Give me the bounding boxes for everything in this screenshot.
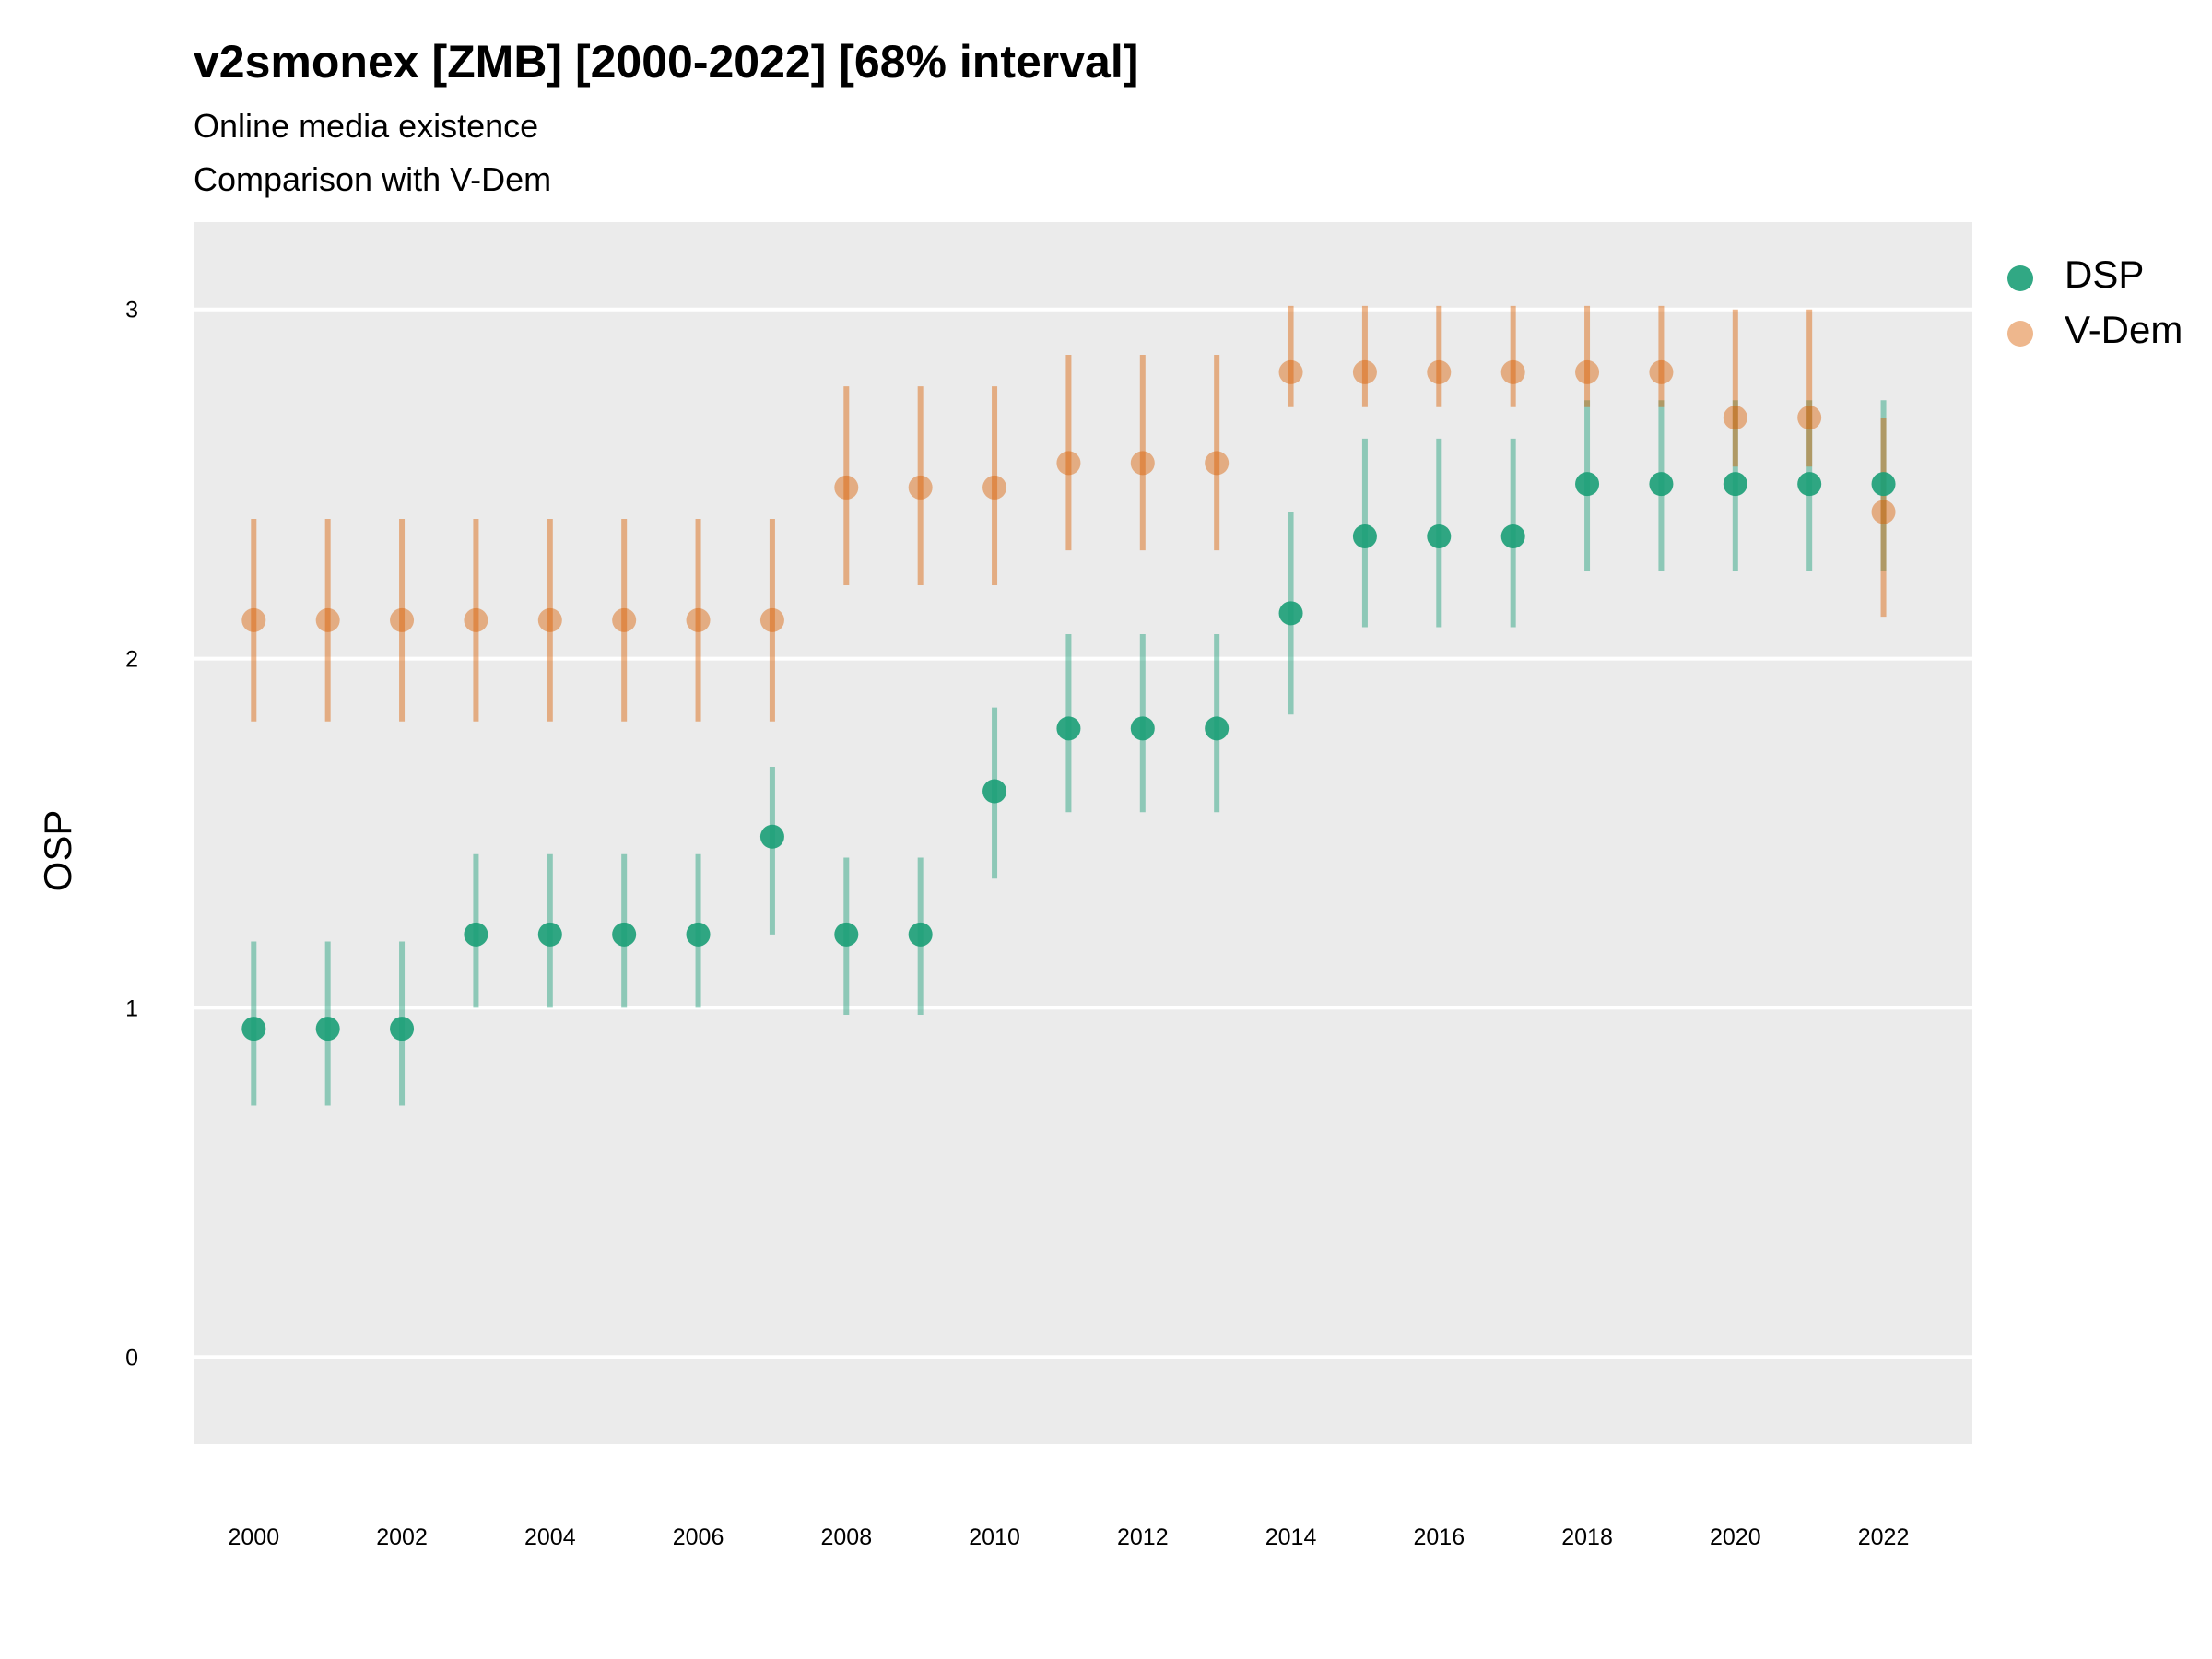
point-vdem-2010 bbox=[982, 475, 1007, 500]
point-dsp-2017 bbox=[1500, 524, 1525, 548]
point-vdem-2003 bbox=[464, 607, 488, 632]
point-dsp-2015 bbox=[1352, 524, 1377, 548]
y-tick-label-0: 0 bbox=[125, 1345, 138, 1371]
x-tick-label-2000: 2000 bbox=[228, 1524, 279, 1550]
x-tick-label-2006: 2006 bbox=[673, 1524, 724, 1550]
x-tick-label-2014: 2014 bbox=[1265, 1524, 1317, 1550]
point-dsp-2008 bbox=[834, 922, 859, 947]
x-tick-label-2022: 2022 bbox=[1858, 1524, 1910, 1550]
x-tick-label-2016: 2016 bbox=[1413, 1524, 1465, 1550]
y-tick-label-3: 3 bbox=[125, 298, 138, 324]
point-dsp-2022 bbox=[1871, 472, 1896, 497]
y-tick-label-1: 1 bbox=[125, 995, 138, 1021]
point-dsp-2000 bbox=[241, 1017, 266, 1041]
point-dsp-2001 bbox=[315, 1017, 340, 1041]
point-dsp-2012 bbox=[1130, 716, 1155, 741]
point-vdem-2009 bbox=[908, 475, 933, 500]
point-vdem-2000 bbox=[241, 607, 266, 632]
point-dsp-2019 bbox=[1649, 472, 1674, 497]
point-vdem-2022 bbox=[1871, 500, 1896, 524]
point-dsp-2014 bbox=[1278, 601, 1303, 626]
point-vdem-2008 bbox=[834, 475, 859, 500]
point-dsp-2009 bbox=[908, 922, 933, 947]
point-vdem-2006 bbox=[686, 607, 711, 632]
point-dsp-2006 bbox=[686, 922, 711, 947]
legend-swatch-vdem bbox=[2007, 321, 2033, 347]
point-dsp-2002 bbox=[390, 1017, 415, 1041]
point-dsp-2004 bbox=[537, 922, 562, 947]
point-vdem-2020 bbox=[1723, 406, 1747, 430]
point-vdem-2019 bbox=[1649, 359, 1674, 384]
x-tick-label-2002: 2002 bbox=[376, 1524, 428, 1550]
x-tick-label-2020: 2020 bbox=[1710, 1524, 1761, 1550]
plot-panel bbox=[194, 222, 1972, 1444]
point-vdem-2004 bbox=[537, 607, 562, 632]
point-vdem-2011 bbox=[1056, 451, 1081, 476]
point-vdem-2005 bbox=[612, 607, 637, 632]
chart-subtitle-line-1: Online media existence bbox=[194, 107, 539, 145]
point-dsp-2003 bbox=[464, 922, 488, 947]
point-vdem-2012 bbox=[1130, 451, 1155, 476]
x-tick-label-2008: 2008 bbox=[820, 1524, 872, 1550]
y-axis-label: OSP bbox=[36, 810, 79, 892]
x-tick-label-2004: 2004 bbox=[524, 1524, 576, 1550]
point-dsp-2018 bbox=[1575, 472, 1600, 497]
point-vdem-2016 bbox=[1427, 359, 1452, 384]
x-tick-label-2018: 2018 bbox=[1561, 1524, 1613, 1550]
x-tick-label-2012: 2012 bbox=[1117, 1524, 1169, 1550]
point-dsp-2005 bbox=[612, 922, 637, 947]
y-tick-label-2: 2 bbox=[125, 647, 138, 673]
legend-label-dsp: DSP bbox=[2065, 253, 2145, 296]
x-tick-label-2010: 2010 bbox=[969, 1524, 1020, 1550]
data-points bbox=[241, 359, 1896, 1041]
point-vdem-2002 bbox=[390, 607, 415, 632]
chart-title: v2smonex [ZMB] [2000-2022] [68% interval… bbox=[194, 36, 1139, 88]
point-vdem-2017 bbox=[1500, 359, 1525, 384]
point-vdem-2015 bbox=[1352, 359, 1377, 384]
point-dsp-2016 bbox=[1427, 524, 1452, 548]
point-dsp-2020 bbox=[1723, 472, 1747, 497]
point-dsp-2010 bbox=[982, 779, 1007, 804]
grid-lines bbox=[194, 307, 1972, 1359]
legend-swatch-dsp bbox=[2007, 265, 2033, 291]
point-vdem-2021 bbox=[1797, 406, 1822, 430]
point-vdem-2014 bbox=[1278, 359, 1303, 384]
point-dsp-2021 bbox=[1797, 472, 1822, 497]
chart-subtitle-line-2: Comparison with V-Dem bbox=[194, 160, 552, 198]
point-vdem-2018 bbox=[1575, 359, 1600, 384]
legend-label-vdem: V-Dem bbox=[2065, 308, 2183, 351]
y-tick-labels: 0 1 2 3 bbox=[125, 298, 138, 1371]
point-dsp-2007 bbox=[759, 824, 784, 849]
point-dsp-2011 bbox=[1056, 716, 1081, 741]
point-vdem-2013 bbox=[1205, 451, 1230, 476]
point-vdem-2007 bbox=[759, 607, 784, 632]
point-dsp-2013 bbox=[1205, 716, 1230, 741]
point-vdem-2001 bbox=[315, 607, 340, 632]
x-tick-labels: 2000 2002 2004 2006 2008 2010 2012 2014 2016 2018… bbox=[228, 1524, 1909, 1550]
